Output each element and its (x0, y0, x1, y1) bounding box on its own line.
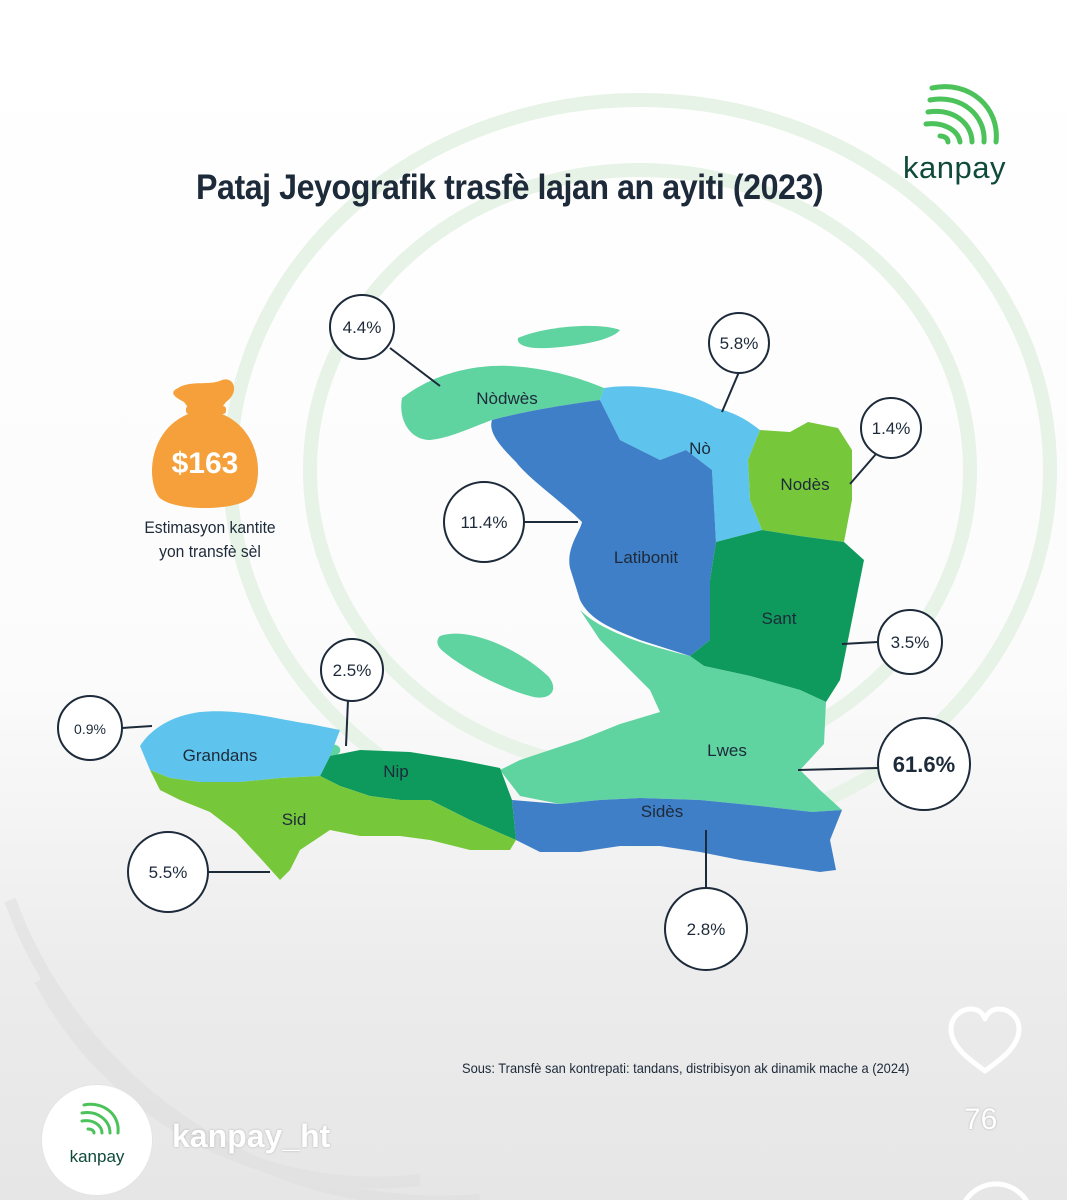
percent-bubble-nodwes (329, 294, 395, 360)
percent-nodwes: 4.4% (343, 318, 382, 337)
region-nodes (748, 422, 852, 542)
percent-bubble-no (708, 312, 770, 374)
region-sides (512, 798, 842, 872)
percent-no: 5.8% (720, 334, 759, 353)
percent-nodes: 1.4% (872, 419, 911, 438)
percent-sides: 2.8% (687, 920, 726, 939)
avatar[interactable]: kanpay (42, 1085, 152, 1195)
percent-bubble-grandans (57, 695, 123, 761)
percent-bubble-nodes (860, 397, 922, 459)
leader-line-nip (345, 699, 349, 747)
corner-decoration (963, 1181, 1029, 1200)
leader-line-lwes (797, 767, 879, 771)
username-link[interactable]: kanpay_ht (172, 1118, 331, 1154)
percent-sant: 3.5% (891, 633, 930, 652)
region-label-nodwes: Nòdwès (476, 389, 537, 408)
region-sant (690, 530, 864, 702)
percent-bubble-sant (877, 609, 943, 675)
top-band (0, 0, 1067, 56)
region-label-nip: Nip (383, 762, 409, 781)
percent-nip: 2.5% (333, 661, 372, 680)
avatar-brand-name: kanpay (69, 1147, 125, 1166)
percent-lwes: 61.6% (893, 752, 955, 777)
region-grandans (140, 711, 340, 782)
region-lwes (500, 610, 842, 812)
region-label-sides: Sidès (641, 802, 684, 821)
kanpay-logo-icon (923, 84, 999, 145)
percent-bubble-nip (320, 638, 384, 702)
percent-bubble-sid (127, 831, 209, 913)
region-no (600, 386, 762, 542)
money-bag-icon (151, 379, 259, 508)
region-label-grandans: Grandans (183, 746, 258, 765)
page-title: Pataj Jeyografik trasfè lajan an ayiti (… (196, 168, 824, 207)
estimate-caption: Estimasyon kantite yon transfè sèl (118, 516, 302, 564)
like-count: 76 (964, 1103, 998, 1136)
leader-line-no (721, 371, 740, 413)
leader-line-grandans (121, 725, 153, 729)
region-label-no: Nò (689, 439, 711, 458)
region-label-sant: Sant (762, 609, 797, 628)
estimate-amount: $163 (172, 447, 239, 480)
percent-grandans: 0.9% (74, 721, 106, 737)
region-label-latibonit: Latibonit (614, 548, 679, 567)
percent-sid: 5.5% (149, 863, 188, 882)
leader-line-nodwes (389, 347, 441, 387)
percent-bubble-lwes (877, 717, 971, 811)
percent-bubble-sides (664, 887, 748, 971)
estimate-caption-line-1: Estimasyon kantite (144, 518, 276, 537)
estimate-caption-line-2: yon transfè sèl (159, 542, 261, 561)
kanpay-logo-icon (80, 1102, 120, 1135)
brand-name: kanpay (903, 150, 1006, 185)
percent-bubble-latibonit (443, 481, 525, 563)
heart-icon[interactable] (945, 1005, 1025, 1077)
region-label-lwes: Lwes (707, 741, 747, 760)
region-label-sid: Sid (282, 810, 307, 829)
region-label-nodes: Nodès (780, 475, 829, 494)
source-note: Sous: Transfè san kontrepati: tandans, d… (462, 1060, 910, 1076)
leader-line-nodes (849, 453, 877, 485)
region-nodwes (401, 365, 604, 440)
leader-line-sant (841, 641, 879, 645)
island-tortuga (517, 325, 620, 349)
percent-latibonit: 11.4% (461, 513, 508, 532)
region-latibonit (491, 400, 716, 656)
region-sid (150, 770, 516, 880)
region-nip (320, 750, 516, 840)
island-gonave (437, 633, 554, 698)
